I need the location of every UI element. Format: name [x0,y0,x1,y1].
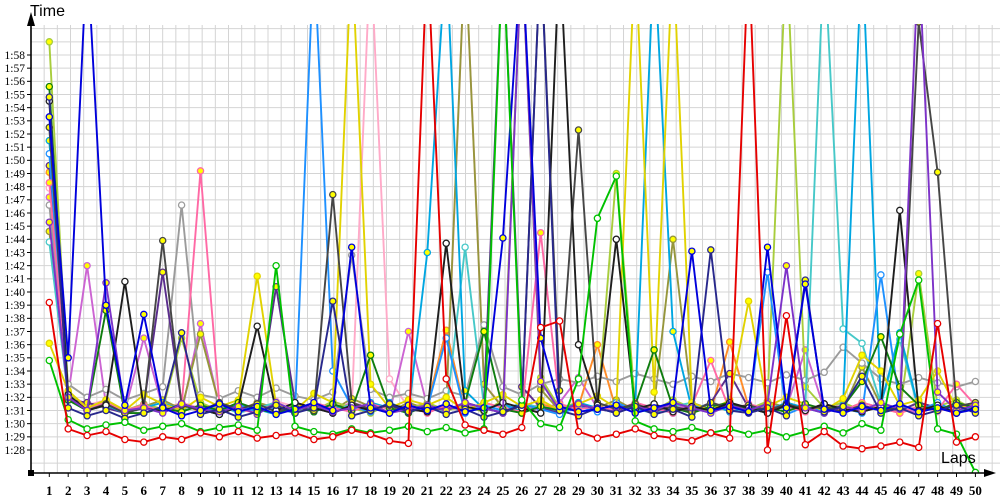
y-tick-label: 1:37 [5,326,26,338]
x-tick-label: 13 [270,483,284,498]
x-tick-label: 8 [178,483,185,498]
x-tick-label: 21 [421,483,434,498]
y-tick-label: 1:45 [5,221,26,233]
x-tick-label: 23 [459,483,473,498]
x-tick-label: 15 [307,483,321,498]
series-plot [45,24,980,473]
series-blue [45,24,980,420]
y-tick-label: 1:44 [5,234,26,246]
x-tick-label: 2 [65,483,72,498]
y-tick-label: 1:57 [5,63,26,75]
y-tick-label: 1:51 [5,142,26,154]
x-tick-label: 36 [704,483,718,498]
x-tick-label: 27 [534,483,548,498]
x-tick-label: 16 [326,483,340,498]
y-tick-label: 1:35 [5,353,26,365]
x-tick-label: 48 [931,483,945,498]
x-tick-label: 49 [950,483,964,498]
x-axis-title: Laps [941,450,976,467]
x-tick-label: 6 [141,483,148,498]
y-axis-title: Time [30,3,65,20]
y-tick-label: 1:32 [5,392,26,404]
x-tick-label: 43 [837,483,851,498]
y-tick-label: 1:30 [5,418,26,430]
y-tick-label: 1:46 [5,208,26,220]
x-tick-label: 17 [345,483,359,498]
x-tick-label: 42 [818,483,831,498]
x-tick-label: 29 [572,483,586,498]
y-tick-label: 1:28 [5,445,26,457]
x-tick-label: 31 [610,483,623,498]
x-tick-label: 7 [159,483,166,498]
y-tick-label: 1:53 [5,116,26,128]
y-tick-label: 1:52 [5,129,26,141]
x-tick-label: 26 [515,483,529,498]
y-tick-label: 1:41 [5,274,26,286]
y-tick-label: 1:50 [5,155,26,167]
x-tick-label: 30 [591,483,604,498]
x-tick-label: 34 [667,483,681,498]
x-tick-label: 20 [402,483,415,498]
y-tick-label: 1:54 [5,102,26,114]
series-orange [45,168,980,417]
y-tick-label: 1:39 [5,300,26,312]
y-tick-label: 1:56 [5,76,26,88]
y-tick-label: 1:36 [5,339,26,351]
y-tick-label: 1:31 [5,405,26,417]
y-tick-label: 1:40 [5,287,26,299]
y-tick-label: 1:34 [5,366,26,378]
x-tick-label: 24 [478,483,492,498]
x-tick-label: 12 [251,483,264,498]
x-axis-arrow-icon [984,469,996,477]
x-tick-label: 19 [383,483,397,498]
y-tick-label: 1:47 [5,195,26,207]
series-red [45,24,980,454]
y-tick-label: 1:49 [5,168,26,180]
x-tick-label: 33 [648,483,662,498]
x-tick-label: 11 [232,483,244,498]
y-axis-arrow-icon [27,12,35,26]
x-tick-label: 25 [496,483,510,498]
x-tick-label: 14 [289,483,303,498]
x-tick-label: 39 [761,483,775,498]
y-tick-label: 1:58 [5,50,26,62]
x-tick-label: 32 [629,483,642,498]
x-tick-label: 46 [893,483,907,498]
x-tick-label: 47 [912,483,926,498]
x-tick-label: 22 [440,483,453,498]
x-tick-label: 35 [685,483,699,498]
y-tick-label: 1:43 [5,247,26,259]
x-tick-label: 37 [723,483,737,498]
y-tick-label: 1:42 [5,260,26,272]
origin-marker [28,470,34,476]
x-tick-label: 4 [103,483,110,498]
x-tick-label: 41 [799,483,812,498]
x-tick-label: 18 [364,483,378,498]
x-tick-label: 40 [780,483,793,498]
axes: 1:281:29 1:301:311:321:331:341:35 1:361:37… [5,12,996,498]
x-tick-label: 10 [213,483,226,498]
y-tick-label: 1:33 [5,379,26,391]
x-tick-label: 44 [856,483,870,498]
y-tick-label: 1:29 [5,432,26,444]
x-tick-label: 5 [122,483,129,498]
x-tick-label: 9 [197,483,204,498]
x-tick-label: 3 [84,483,91,498]
y-tick-label: 1:48 [5,181,26,193]
x-tick-label: 38 [742,483,756,498]
y-tick-label: 1:55 [5,89,26,101]
y-tick-label: 1:38 [5,313,26,325]
x-tick-label: 45 [874,483,888,498]
x-tick-label: 50 [969,483,982,498]
x-tick-label: 28 [553,483,567,498]
x-tick-label: 1 [46,483,53,498]
